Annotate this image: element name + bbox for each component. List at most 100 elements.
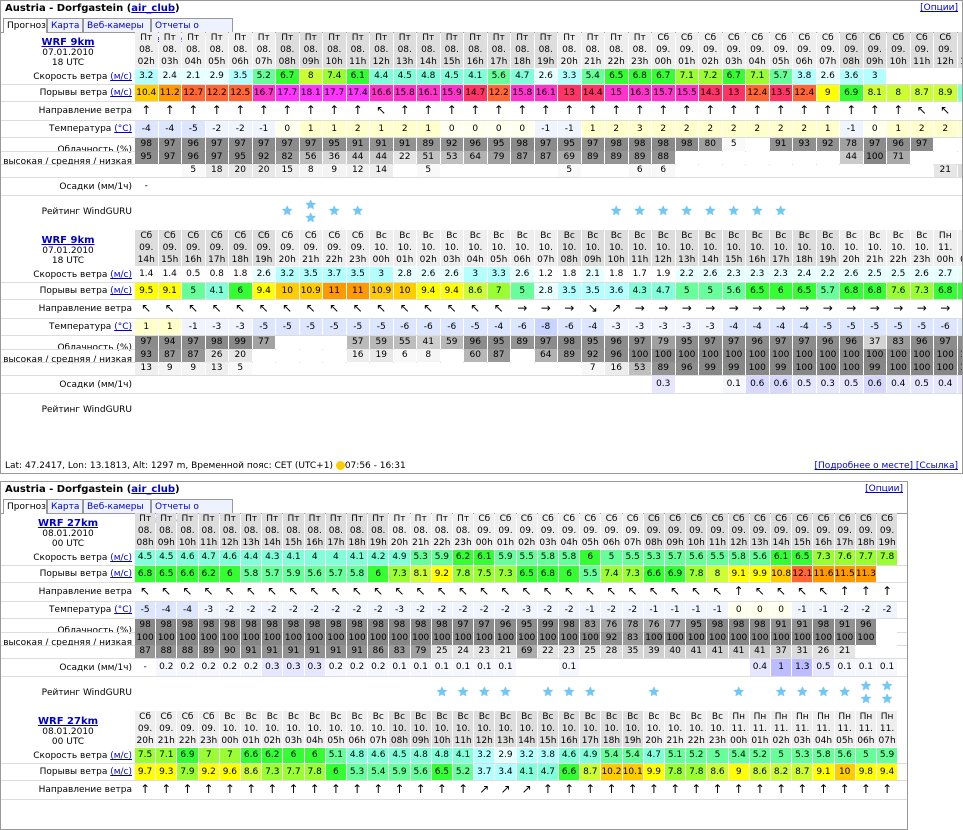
wind-direction-cell: ↑ [441, 102, 464, 120]
time-days: Сб [601, 513, 622, 525]
speed-label-unit[interactable]: (м/с) [110, 72, 132, 82]
cloud-high-cell: 2 [957, 138, 962, 151]
speed-label-unit[interactable]: (м/с) [110, 751, 132, 761]
precipitation-cell: 0.3 [957, 376, 962, 393]
row-separator [1, 601, 907, 602]
time-dates: 10. [417, 242, 440, 254]
model-info: WRF 27km 08.01.2010 00 UTC [1, 716, 135, 747]
precipitation-cell [464, 376, 487, 393]
footer-links[interactable]: [Подробнее о месте] [Ссылка] [814, 461, 958, 471]
temperature-cell: 1 [417, 121, 440, 137]
tab-1[interactable]: Карта [47, 18, 83, 32]
cloud-high-cell: 97 [628, 336, 651, 349]
cloud-low-cell [605, 164, 628, 177]
time-days: Вс [368, 711, 389, 723]
rating-cell: ★ [474, 677, 494, 709]
model-date: 07.01.2010 [42, 48, 94, 58]
wind-gust-cell: 15 [605, 85, 628, 101]
tab-2[interactable]: Веб-камеры [83, 499, 151, 513]
wind-gust-cell: 16.6 [370, 85, 393, 101]
time-dates: 10. [652, 242, 675, 254]
tab-3[interactable]: Отчеты о ветре [151, 18, 233, 45]
time-hours: 03h [792, 735, 813, 747]
wind-arrow-icon: ↖ [376, 301, 387, 315]
temperature-cell: -2 [283, 602, 304, 618]
precip-label-text: Осадки (мм/1ч) [59, 663, 132, 673]
temp-label-unit[interactable]: (°C) [114, 605, 132, 615]
speed-label-unit[interactable]: (м/с) [110, 553, 132, 563]
wind-direction-cell: → [511, 300, 534, 318]
temp-label-unit[interactable]: (°C) [114, 124, 132, 134]
precipitation-cell [158, 178, 181, 195]
temperature-cell: -5 [182, 121, 205, 137]
model-link[interactable]: WRF 9km [41, 235, 95, 246]
rating-star-icon: ★ [633, 204, 646, 219]
time-days: Вс [534, 230, 557, 242]
time-dates: 08. [453, 525, 474, 537]
cloud-high-cell [323, 336, 346, 349]
gust-label-unit[interactable]: (м/с) [110, 286, 132, 296]
wind-arrow-icon: ↖ [470, 301, 481, 315]
wind-direction-cell: ↑ [817, 102, 840, 120]
rating-cell [558, 394, 581, 426]
gust-label-unit[interactable]: (м/с) [110, 767, 132, 777]
rating-cell [623, 677, 643, 709]
cloud-high-cell: 96 [182, 138, 205, 151]
wind-arrow-icon: ↖ [394, 584, 405, 598]
wind-gust-cell: 9.2 [431, 566, 452, 582]
temperature-cell: -6 [417, 319, 440, 335]
gust-label-unit[interactable]: (м/с) [110, 88, 132, 98]
cloud-low-cell [699, 164, 722, 177]
temp-label-unit[interactable]: (°C) [114, 322, 132, 332]
gust-label-unit[interactable]: (м/с) [110, 569, 132, 579]
options-link[interactable]: [Опции] [865, 484, 903, 494]
cloud-mid-cell [252, 349, 275, 362]
model-link[interactable]: WRF 9km [41, 37, 95, 48]
time-hours: 01h [749, 735, 770, 747]
cloud-high-cell: 98 [558, 336, 581, 349]
rating-cell: ★ [629, 196, 652, 228]
wind-arrow-icon: ↑ [493, 103, 504, 117]
cloud-low-cell: 100 [746, 362, 769, 375]
rating-star-icon: ★ [657, 204, 670, 219]
cloud-high-cell: 5 [722, 138, 745, 151]
precip-label-text: Осадки (мм/1ч) [59, 380, 132, 390]
time-hours: 17h [487, 56, 510, 68]
tab-0[interactable]: Прогноз [3, 18, 47, 33]
cloud-high-cell: 99 [229, 336, 252, 349]
wind-gust-cell: 5 [675, 283, 698, 299]
wind-speed-cell: 5.4 [728, 748, 749, 763]
time-hours: 19h [877, 537, 898, 549]
model-link[interactable]: WRF 27km [37, 518, 99, 529]
cloud-mid-cell: 100 [887, 349, 910, 362]
tab-2[interactable]: Веб-камеры [83, 18, 151, 32]
club-link[interactable]: air_club [131, 3, 176, 14]
wind-direction-cell: ↗ [474, 781, 494, 799]
tab-3[interactable]: Отчеты о ветре [151, 499, 233, 526]
time-hours: 07h [252, 56, 275, 68]
wind-arrow-icon: ↖ [305, 301, 316, 315]
wind-arrow-icon: → [752, 301, 763, 315]
wind-speed-cell: 1.9 [652, 267, 675, 282]
options-link[interactable]: [Опции] [920, 3, 958, 13]
time-hours: 01h [241, 735, 262, 747]
wind-speed-cell: 2.9 [495, 748, 516, 763]
club-paren-open: ( [126, 484, 132, 495]
cloud-low-cell: 79 [410, 645, 431, 658]
rating-star-icon: ★ [351, 204, 364, 219]
tab-1[interactable]: Карта [47, 499, 83, 513]
cloud-low-cell: 91 [325, 645, 346, 658]
speed-label-unit[interactable]: (м/с) [110, 270, 132, 280]
tab-0[interactable]: Прогноз [3, 499, 47, 514]
rating-cell [206, 394, 229, 426]
precipitation-cell [393, 376, 416, 393]
cloud-mid-cell: 100 [813, 632, 834, 645]
cloud-mid-cell: 51 [417, 151, 440, 164]
cloud-mid-cell: 100 [863, 151, 886, 164]
club-link[interactable]: air_club [131, 484, 176, 495]
model-link[interactable]: WRF 27km [37, 716, 99, 727]
time-dates: 08. [370, 44, 393, 56]
temperature-cell: 2 [934, 121, 957, 137]
wind-direction-cell: ↖ [644, 583, 664, 601]
time-hours: 01h [675, 56, 698, 68]
